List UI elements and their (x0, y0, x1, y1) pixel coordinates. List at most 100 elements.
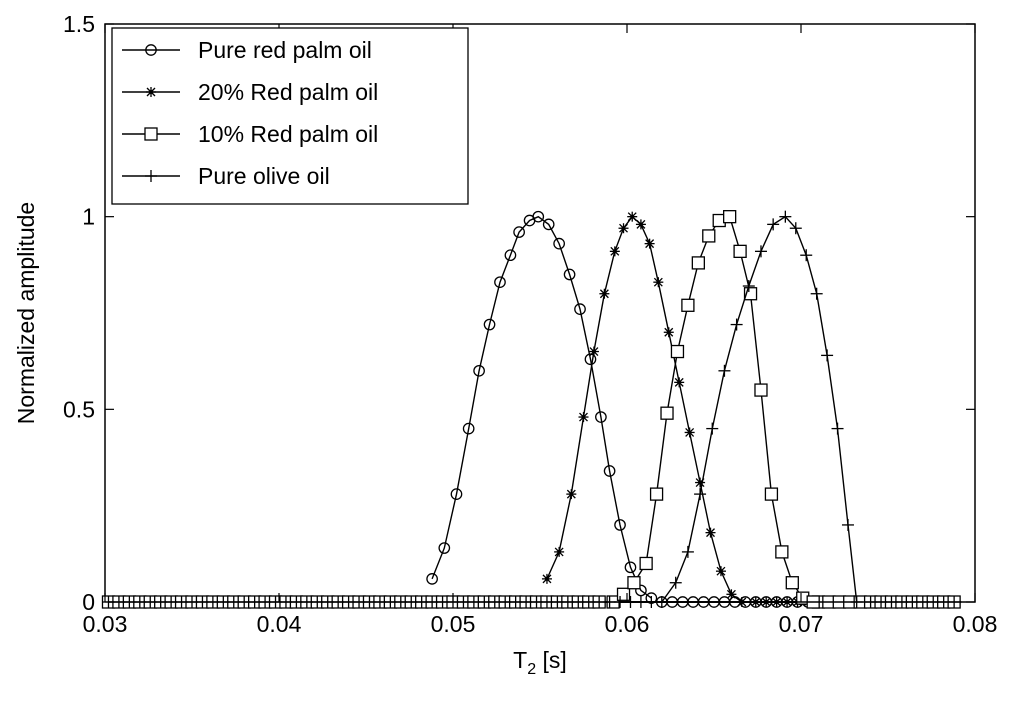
legend-label: 20% Red palm oil (198, 79, 378, 105)
data-point (694, 488, 707, 501)
baseline-point (259, 596, 272, 608)
baseline-point (916, 596, 929, 608)
baseline-point (227, 596, 240, 608)
baseline-point (415, 596, 428, 608)
baseline-point (645, 596, 658, 608)
baseline-point (217, 596, 230, 608)
baseline-point (206, 596, 219, 608)
baseline-point (603, 596, 616, 608)
baseline-point (165, 596, 178, 608)
x-axis-label-unit: [s] (536, 647, 567, 673)
baseline-point (906, 596, 919, 608)
baseline-point (175, 596, 188, 608)
data-point (655, 596, 668, 608)
data-point (841, 518, 854, 531)
baseline-point (300, 596, 313, 608)
data-point (715, 566, 726, 577)
baseline-point (405, 596, 418, 608)
series-line (661, 215, 858, 603)
data-point (635, 584, 647, 597)
data-point (810, 287, 823, 300)
data-point (821, 349, 834, 362)
data-point (785, 576, 799, 590)
series-line (431, 215, 652, 599)
baseline-point (927, 596, 940, 608)
baseline-point (467, 596, 480, 608)
data-point (504, 249, 517, 262)
data-point (616, 587, 631, 601)
data-point (627, 211, 638, 222)
data-point (674, 377, 685, 388)
data-point (609, 246, 620, 257)
baseline-point (426, 596, 439, 608)
y-tick-label: 1 (82, 204, 95, 230)
data-point (764, 487, 779, 501)
baseline-point (885, 596, 898, 608)
baseline-point (582, 596, 595, 608)
baseline-point (112, 596, 125, 608)
y-tick-label: 1.5 (63, 11, 95, 37)
data-point (723, 210, 737, 224)
data-point (733, 244, 747, 258)
series-line (612, 215, 814, 603)
data-point (754, 245, 767, 258)
data-point (553, 237, 565, 250)
x-tick-label: 0.03 (83, 611, 128, 637)
data-point (639, 556, 653, 571)
data-point (603, 465, 616, 477)
baseline-point (875, 596, 888, 608)
data-point (624, 561, 637, 574)
baseline-point (373, 596, 386, 608)
series-line (546, 215, 743, 603)
data-point (775, 545, 789, 559)
x-tick-label: 0.07 (779, 611, 824, 637)
baseline-point (593, 596, 606, 608)
legend-marker (144, 127, 158, 141)
baseline-point (321, 596, 334, 608)
series-square (101, 210, 962, 609)
baseline-point (384, 596, 397, 608)
data-point (653, 277, 664, 288)
baseline-point (279, 596, 292, 608)
baseline-point (864, 596, 877, 608)
data-point (588, 346, 599, 357)
baseline-point (488, 596, 501, 608)
baseline-point (342, 596, 355, 608)
baseline-point (394, 596, 407, 608)
data-point (532, 210, 545, 223)
data-point (663, 327, 674, 338)
baseline-point (895, 596, 908, 608)
legend-item: 20% Red palm oil (122, 79, 378, 105)
baseline-point (311, 596, 324, 608)
baseline-point (133, 596, 146, 608)
baseline-point (436, 596, 449, 608)
baseline-point (478, 596, 491, 608)
baseline-point (363, 596, 376, 608)
baseline-point (290, 596, 303, 608)
data-point (718, 364, 731, 377)
data-point (635, 219, 646, 230)
x-axis-label-main: T (513, 647, 527, 673)
data-point (566, 489, 577, 500)
legend-box (111, 27, 469, 205)
data-point (618, 223, 629, 234)
baseline-point (948, 596, 961, 608)
data-point (789, 222, 802, 235)
baseline-point (614, 596, 627, 608)
series-plus (102, 210, 962, 608)
data-point (426, 573, 438, 585)
legend-marker (146, 87, 156, 97)
baseline-point (530, 596, 543, 608)
data-point (681, 545, 694, 558)
y-axis-label: Normalized amplitude (13, 202, 39, 424)
data-point (574, 303, 586, 315)
legend-marker (145, 44, 157, 56)
data-point (702, 229, 716, 243)
plot-area (101, 23, 976, 609)
legend-label: Pure olive oil (198, 163, 330, 189)
data-point (681, 298, 695, 312)
data-point (649, 487, 664, 501)
legend-label: 10% Red palm oil (198, 121, 378, 147)
data-point (850, 596, 863, 608)
baseline-point (572, 596, 585, 608)
